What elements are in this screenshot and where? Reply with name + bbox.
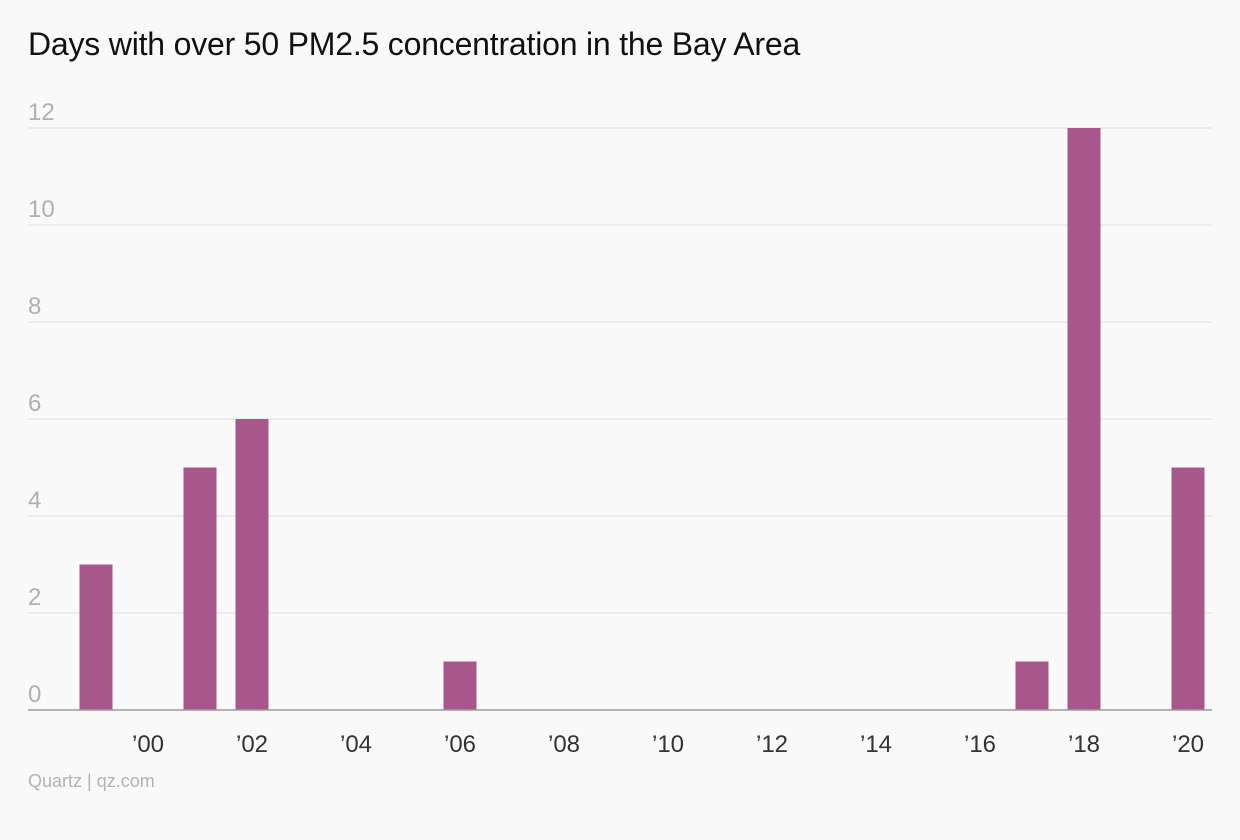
y-tick-label: 2	[28, 584, 41, 611]
x-tick-label: ’12	[756, 731, 788, 758]
x-tick-label: ’16	[964, 731, 996, 758]
bar	[1067, 128, 1101, 710]
x-tick-label: ’18	[1068, 731, 1100, 758]
y-tick-label: 8	[28, 293, 41, 320]
bars	[79, 128, 1205, 710]
x-tick-label: ’20	[1172, 731, 1204, 758]
bar	[1171, 467, 1205, 710]
x-tick-label: ’10	[652, 731, 684, 758]
y-tick-label: 12	[28, 99, 55, 126]
bar	[1015, 661, 1049, 710]
y-tick-label: 4	[28, 487, 41, 514]
grid-layer	[28, 127, 1212, 614]
x-tick-label: ’08	[548, 731, 580, 758]
x-tick-label: ’14	[860, 731, 892, 758]
source-credit: Quartz | qz.com	[28, 771, 155, 791]
x-tick-label: ’02	[236, 731, 268, 758]
x-tick-label: ’00	[132, 731, 164, 758]
y-tick-label: 0	[28, 681, 41, 708]
y-axis-ticks: 0 2 4 6 8 10 12	[28, 99, 55, 708]
y-tick-label: 10	[28, 196, 55, 223]
x-tick-label: ’06	[444, 731, 476, 758]
bar	[183, 467, 217, 710]
bar	[79, 564, 113, 710]
bar	[235, 419, 269, 710]
y-tick-label: 6	[28, 390, 41, 417]
chart-title: Days with over 50 PM2.5 concentration in…	[28, 26, 801, 62]
x-axis-ticks: ’00 ’02 ’04 ’06 ’08 ’10 ’12 ’14 ’16 ’18 ’20	[132, 731, 1204, 758]
x-tick-label: ’04	[340, 731, 372, 758]
bar	[443, 661, 477, 710]
